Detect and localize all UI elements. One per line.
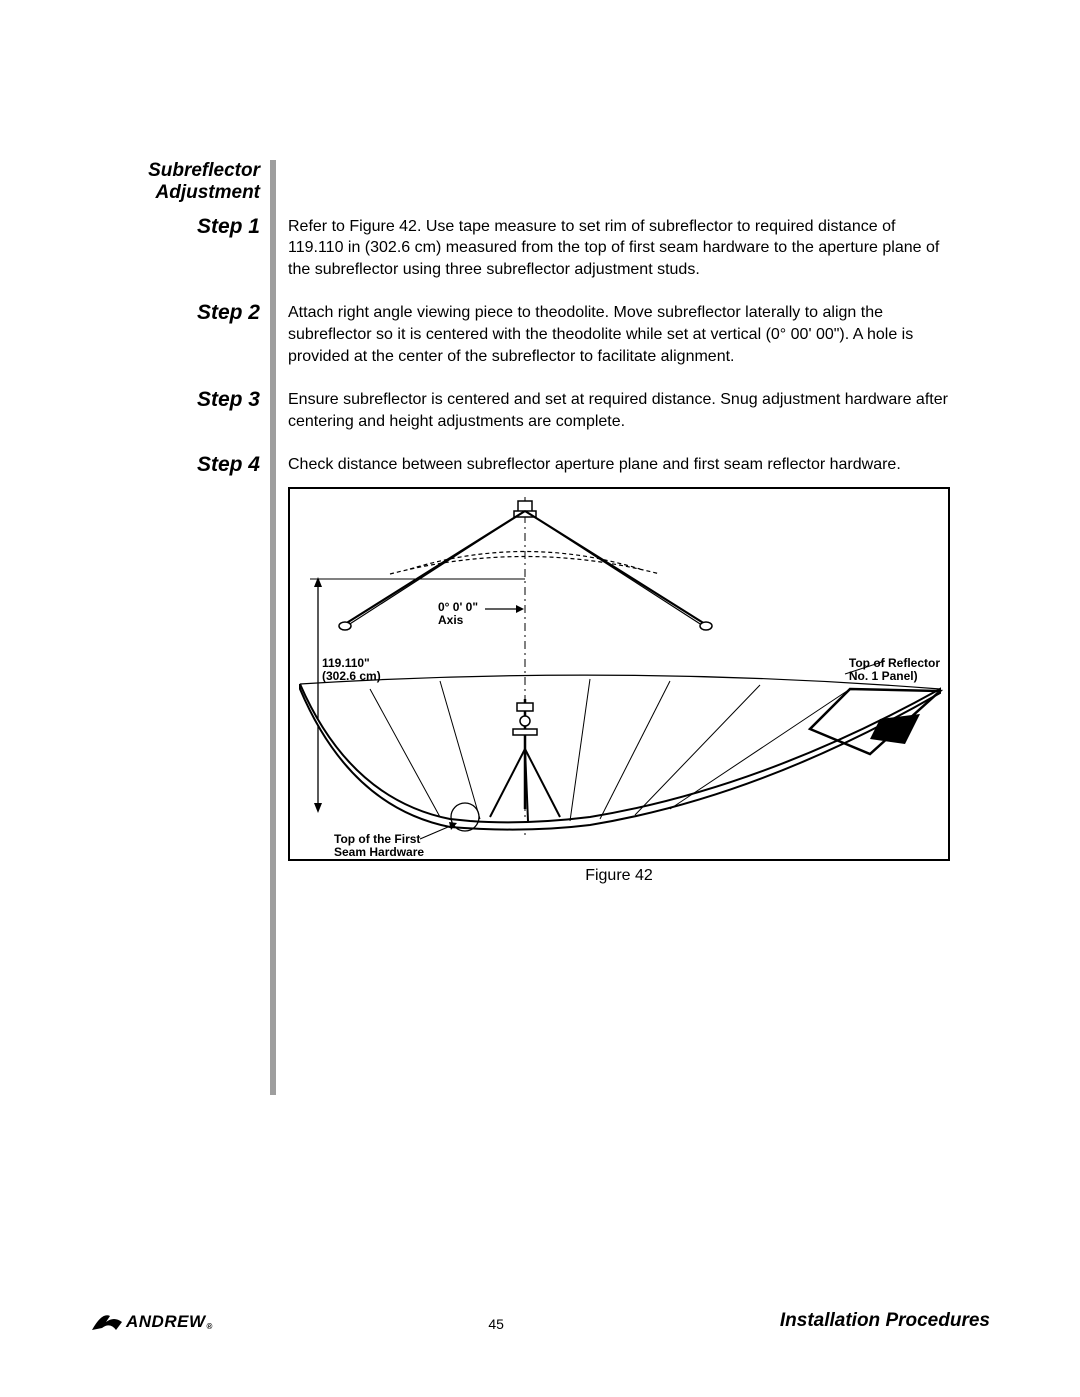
heading-line-2: Adjustment <box>156 182 261 203</box>
figure-label-reflector: Top of Reflector No. 1 Panel) <box>849 657 940 685</box>
figure-42-diagram: 0° 0' 0" Axis 119.110" (302.6 cm) Top of… <box>288 487 950 861</box>
step-row: Step 1 Refer to Figure 42. Use tape meas… <box>130 214 950 281</box>
page-footer: ANDREW ® 45 Installation Procedures <box>90 1308 990 1332</box>
figure-caption: Figure 42 <box>288 867 950 885</box>
seam-label-2: Seam Hardware <box>334 845 424 859</box>
axis-label-1: 0° 0' 0" <box>438 600 478 614</box>
andrew-logo-icon <box>90 1308 124 1332</box>
page-content: Subreflector Adjustment Step 1 Refer to … <box>130 160 950 885</box>
figure-label-axis: 0° 0' 0" Axis <box>438 601 478 629</box>
step-body: Refer to Figure 42. Use tape measure to … <box>288 214 950 281</box>
step-body: Attach right angle viewing piece to theo… <box>288 300 950 367</box>
axis-label-2: Axis <box>438 613 463 627</box>
refl-label-1: Top of Reflector <box>849 656 940 670</box>
step-label: Step 3 <box>130 387 260 413</box>
step-row: Step 2 Attach right angle viewing piece … <box>130 300 950 367</box>
step-label: Step 2 <box>130 300 260 326</box>
page-number: 45 <box>212 1316 779 1332</box>
step-body: Ensure subreflector is centered and set … <box>288 387 950 432</box>
logo-text: ANDREW <box>126 1312 206 1332</box>
heading-line-1: Subreflector <box>148 160 260 181</box>
footer-section-title: Installation Procedures <box>780 1310 990 1332</box>
step-label: Step 4 <box>130 452 260 478</box>
step-row: Step 3 Ensure subreflector is centered a… <box>130 387 950 432</box>
figure-wrap: 0° 0' 0" Axis 119.110" (302.6 cm) Top of… <box>288 487 950 885</box>
refl-label-2: No. 1 Panel) <box>849 669 918 683</box>
dim-label-1: 119.110" <box>322 656 370 670</box>
step-row: Step 4 Check distance between subreflect… <box>130 452 950 478</box>
step-body: Check distance between subreflector aper… <box>288 452 950 476</box>
seam-label-1: Top of the First <box>334 832 420 846</box>
dim-label-2: (302.6 cm) <box>322 669 381 683</box>
figure-label-seam: Top of the First Seam Hardware <box>334 833 424 861</box>
figure-label-dimension: 119.110" (302.6 cm) <box>322 657 381 685</box>
steps-list: Step 1 Refer to Figure 42. Use tape meas… <box>130 214 950 479</box>
brand-logo: ANDREW ® <box>90 1308 212 1332</box>
step-label: Step 1 <box>130 214 260 240</box>
section-heading: Subreflector Adjustment <box>130 160 260 204</box>
